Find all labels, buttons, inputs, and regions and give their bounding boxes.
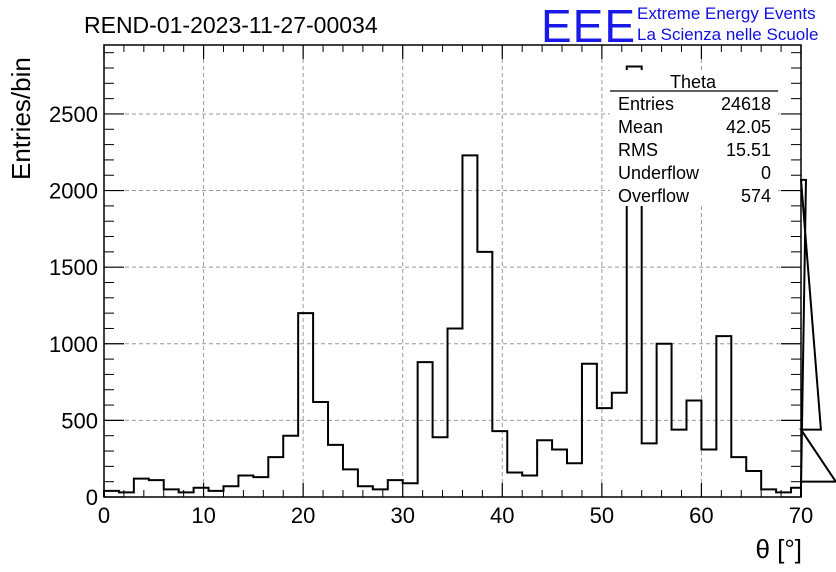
histogram-bin [761,489,776,497]
histogram-bin [731,457,746,497]
histogram-bin [313,402,328,497]
y-tick-label: 500 [61,408,98,433]
y-tick-label: 1500 [49,255,98,280]
stats-box-background [610,70,778,206]
histogram-bin [298,313,313,497]
histogram-bin [223,486,238,497]
histogram-bin [746,471,761,497]
histogram-bin [418,362,433,497]
histogram-bin [582,364,597,497]
stats-label-underflow: Underflow [618,163,700,183]
stats-box: Theta Entries 24618 Mean 42.05 RMS 15.51… [610,70,778,206]
tick-labels: 0 10 20 30 40 50 60 70 0 500 1000 1500 2000 2500 [49,102,813,528]
x-tick-label: 70 [789,503,813,528]
histogram-bin [194,488,209,497]
stats-label-mean: Mean [618,117,663,137]
histogram-bin [358,486,373,497]
histogram-bin [283,436,298,497]
histogram-bin [373,489,388,497]
histogram-bin [537,440,552,497]
run-title: REND-01-2023-11-27-00034 [84,12,378,38]
histogram-bin [597,408,612,497]
histogram-bin [403,483,418,497]
y-axis-title: Entries/bin [6,57,36,180]
logo-line1: Extreme Energy Events [637,4,816,23]
y-tick-label: 2500 [49,102,98,127]
y-tick-label: 1000 [49,332,98,357]
stats-value-mean: 42.05 [726,117,771,137]
x-tick-label: 40 [490,503,514,528]
stats-value-underflow: 0 [761,163,771,183]
histogram-bin [716,336,731,497]
x-tick-label: 50 [590,503,614,528]
stats-label-overflow: Overflow [618,186,690,206]
histogram-bin [686,400,701,497]
histogram-bin [507,472,522,497]
histogram-bin [642,443,657,497]
x-tick-label: 20 [291,503,315,528]
x-tick-label: 10 [191,503,215,528]
eee-logo: EEE Extreme Energy Events La Scienza nel… [541,0,818,52]
histogram-bin [388,480,403,497]
histogram-bin [567,463,582,497]
histogram-bin [164,489,179,497]
histogram-bars [103,65,836,497]
histogram-bin [238,476,253,497]
histogram-bin [462,155,477,497]
x-tick-label: 0 [98,503,110,528]
x-tick-label: 30 [390,503,414,528]
histogram-bin [672,430,687,497]
histogram-bin [522,476,537,497]
plot-frame [103,44,802,498]
histogram-bin [701,450,716,497]
logo-mark: EEE [541,0,636,52]
histogram-bin [149,480,164,497]
histogram-bin [433,437,448,497]
histogram-bin [328,445,343,497]
histogram-bin [492,431,507,497]
x-axis-title: θ [°] [755,534,802,564]
logo-line2: La Scienza nelle Scuole [637,25,818,44]
grid-lines [104,45,801,497]
histogram-bin [134,479,149,497]
stats-label-rms: RMS [618,140,658,160]
axis-ticks [103,45,802,498]
histogram-bin [268,457,283,497]
histogram-bin [612,393,627,497]
histogram-bin [791,488,801,497]
histogram-bin [343,469,358,497]
stats-title: Theta [670,72,717,92]
stats-value-entries: 24618 [721,94,771,114]
histogram-outline [103,65,836,497]
histogram-bin [253,477,268,497]
stats-value-overflow: 574 [741,186,771,206]
stats-label-entries: Entries [618,94,674,114]
histogram-bin [477,252,492,497]
y-tick-label: 2000 [49,179,98,204]
histogram-bin [552,450,567,497]
y-tick-label: 0 [86,485,98,510]
histogram-bin [448,328,463,497]
histogram-bin [657,344,672,497]
x-tick-label: 60 [689,503,713,528]
stats-value-rms: 15.51 [726,140,771,160]
